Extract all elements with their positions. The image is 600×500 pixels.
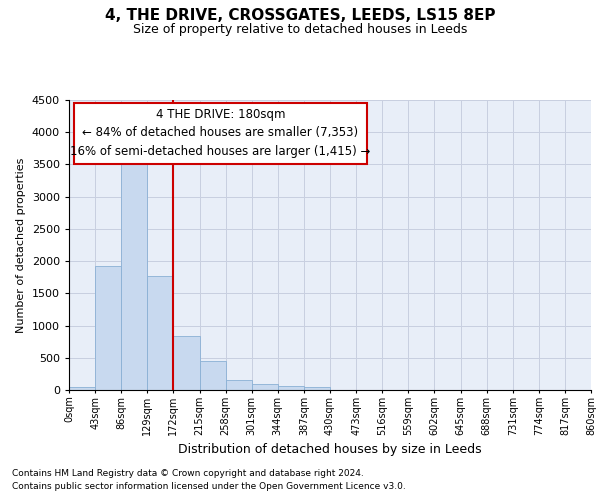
Bar — [173, 336, 199, 390]
Text: 4, THE DRIVE, CROSSGATES, LEEDS, LS15 8EP: 4, THE DRIVE, CROSSGATES, LEEDS, LS15 8E… — [105, 8, 495, 22]
Y-axis label: Number of detached properties: Number of detached properties — [16, 158, 26, 332]
Text: Size of property relative to detached houses in Leeds: Size of property relative to detached ho… — [133, 22, 467, 36]
Bar — [304, 387, 330, 390]
Text: Contains public sector information licensed under the Open Government Licence v3: Contains public sector information licen… — [12, 482, 406, 491]
FancyBboxPatch shape — [74, 103, 367, 164]
Bar — [278, 386, 304, 390]
Text: ← 84% of detached houses are smaller (7,353): ← 84% of detached houses are smaller (7,… — [82, 126, 358, 140]
Bar — [69, 387, 95, 390]
Text: 16% of semi-detached houses are larger (1,415) →: 16% of semi-detached houses are larger (… — [70, 145, 371, 158]
Bar — [199, 360, 226, 390]
Bar — [148, 276, 173, 390]
Text: Contains HM Land Registry data © Crown copyright and database right 2024.: Contains HM Land Registry data © Crown c… — [12, 468, 364, 477]
X-axis label: Distribution of detached houses by size in Leeds: Distribution of detached houses by size … — [178, 444, 482, 456]
Bar — [95, 266, 121, 390]
Text: 4 THE DRIVE: 180sqm: 4 THE DRIVE: 180sqm — [155, 108, 285, 120]
Bar — [226, 380, 252, 390]
Bar — [121, 164, 148, 390]
Bar — [252, 384, 278, 390]
